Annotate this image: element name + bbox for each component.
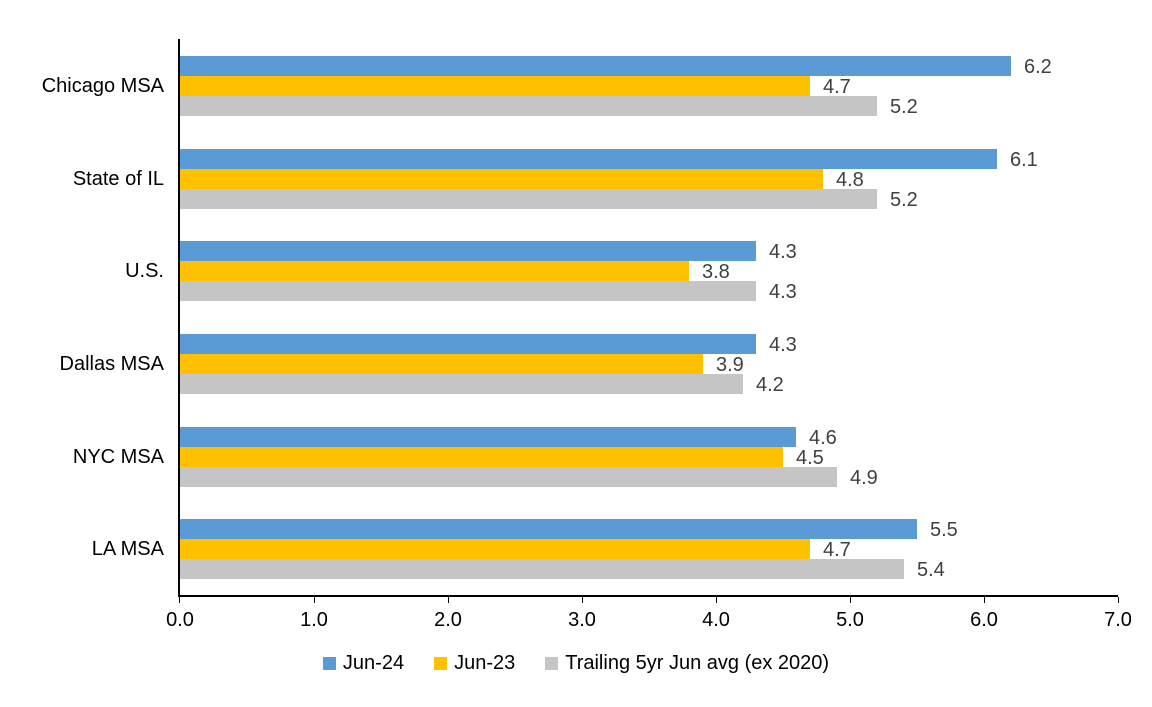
bar-value-label: 3.9 [716, 354, 744, 376]
legend-swatch-jun-23 [434, 657, 448, 670]
bar-value-label: 4.8 [836, 168, 864, 191]
bar-value-label: 4.7 [823, 539, 851, 562]
bar-jun-23-state-of-il [180, 168, 823, 189]
bar-jun-23-u-s [180, 261, 689, 282]
x-axis-tick-label: 0.0 [166, 609, 194, 631]
bar-jun-23-chicago-msa [180, 76, 810, 96]
bar-value-label: 4.7 [823, 76, 851, 98]
legend: Jun-24 Jun-23 Trailing 5yr Jun avg (ex 202… [0, 652, 1152, 675]
bar-trailing-5yr-jun-avg-ex-2020-dallas-msa [180, 374, 743, 394]
legend-item-jun-23: Jun-23 [434, 652, 515, 675]
bar-value-label: 4.6 [809, 426, 837, 449]
category-label-chicago-msa: Chicago MSA [41, 75, 164, 97]
bar-trailing-5yr-jun-avg-ex-2020-state-of-il [180, 188, 877, 209]
legend-swatch-jun-24 [322, 657, 336, 670]
bar-jun-24-u-s [180, 241, 756, 262]
bar-trailing-5yr-jun-avg-ex-2020-u-s [180, 281, 756, 302]
bar-value-label: 4.9 [850, 466, 878, 489]
x-axis-tick-label: 4.0 [702, 609, 730, 631]
bar-jun-24-dallas-msa [180, 334, 756, 354]
legend-item-trailing-5yr-jun-avg-ex-2020: Trailing 5yr Jun avg (ex 2020) [545, 652, 829, 675]
bar-value-label: 3.8 [702, 261, 730, 284]
bar-value-label: 5.2 [890, 188, 918, 211]
bar-jun-24-chicago-msa [180, 56, 1011, 76]
x-axis-tick-label: 6.0 [970, 609, 998, 631]
x-axis-line [178, 595, 1118, 597]
legend-label-trailing-5yr-jun-avg-ex-2020: Trailing 5yr Jun avg (ex 2020) [565, 652, 830, 674]
bar-trailing-5yr-jun-avg-ex-2020-chicago-msa [180, 96, 877, 116]
y-axis-line [178, 39, 180, 597]
bar-jun-23-dallas-msa [180, 354, 703, 374]
bar-jun-23-la-msa [180, 539, 810, 560]
x-axis-tick-mark [850, 597, 851, 603]
x-axis-tick-mark [716, 597, 717, 603]
bar-value-label: 4.2 [756, 374, 784, 396]
bar-value-label: 4.3 [769, 241, 797, 264]
bar-value-label: 6.2 [1024, 56, 1052, 78]
bar-value-label: 4.5 [796, 446, 824, 469]
category-label-u-s: U.S. [125, 260, 164, 283]
bar-value-label: 5.2 [890, 96, 918, 118]
legend-label-jun-23: Jun-23 [454, 652, 516, 674]
legend-label-jun-24: Jun-24 [342, 652, 405, 674]
x-axis-tick-mark [448, 597, 449, 603]
x-axis-tick-label: 7.0 [1104, 609, 1132, 631]
x-axis-tick-label: 1.0 [300, 609, 328, 631]
x-axis-tick-mark [314, 597, 315, 603]
category-label-la-msa: LA MSA [91, 538, 164, 561]
bar-value-label: 5.4 [917, 559, 945, 582]
x-axis-tick-label: 3.0 [568, 609, 596, 631]
x-axis-tick-mark [582, 597, 583, 603]
bar-jun-24-state-of-il [180, 148, 997, 169]
category-label-nyc-msa: NYC MSA [72, 445, 164, 468]
x-axis-tick-mark [1118, 597, 1119, 603]
bar-value-label: 5.5 [930, 519, 958, 542]
x-axis-tick-mark [179, 597, 180, 603]
legend-item-jun-24: Jun-24 [322, 652, 405, 675]
bar-value-label: 4.3 [769, 334, 797, 356]
bar-jun-24-nyc-msa [180, 426, 796, 447]
bar-value-label: 6.1 [1010, 148, 1038, 171]
bar-trailing-5yr-jun-avg-ex-2020-la-msa [180, 559, 904, 580]
x-axis-tick-label: 2.0 [434, 609, 462, 631]
x-axis-tick-mark [984, 597, 985, 603]
bar-value-label: 4.3 [769, 281, 797, 304]
bar-trailing-5yr-jun-avg-ex-2020-nyc-msa [180, 466, 837, 487]
bar-jun-24-la-msa [180, 519, 917, 540]
plot-area: 6.2 4.7 5.2 6.1 4.8 5.2 4.3 3.8 4.3 4.3 3.9 4.2 4.6 4… [166, 39, 1132, 631]
bar-jun-23-nyc-msa [180, 446, 783, 467]
x-axis-tick-label: 5.0 [836, 609, 864, 631]
legend-swatch-trailing-5yr-jun-avg-ex-2020 [545, 657, 559, 670]
category-label-state-of-il: State of IL [72, 167, 164, 190]
category-label-dallas-msa: Dallas MSA [59, 353, 164, 375]
